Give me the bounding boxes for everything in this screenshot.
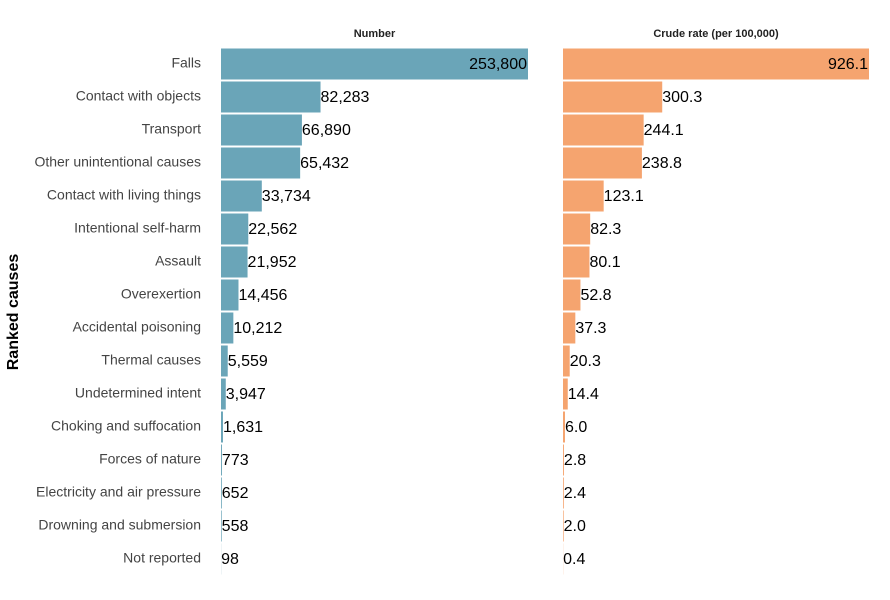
category-label: Forces of nature <box>99 451 201 467</box>
panel-title: Crude rate (per 100,000) <box>653 28 779 40</box>
category-label: Intentional self-harm <box>74 220 201 236</box>
bar <box>221 477 222 509</box>
bar <box>221 510 222 542</box>
bar <box>563 345 570 377</box>
category-label: Electricity and air pressure <box>36 484 201 500</box>
bar <box>563 411 565 443</box>
category-label: Contact with objects <box>76 88 201 104</box>
category-label: Transport <box>142 121 202 137</box>
value-label: 123.1 <box>604 188 644 205</box>
value-label: 22,562 <box>248 221 297 238</box>
value-label: 6.0 <box>565 419 587 436</box>
value-label: 10,212 <box>233 320 282 337</box>
value-label: 244.1 <box>644 122 684 139</box>
bar <box>221 180 262 212</box>
bar <box>221 345 228 377</box>
category-label: Choking and suffocation <box>51 418 201 434</box>
category-label: Other unintentional causes <box>34 154 201 170</box>
value-label: 300.3 <box>662 89 702 106</box>
bar <box>563 510 564 542</box>
value-label: 33,734 <box>262 188 311 205</box>
value-label: 773 <box>222 452 249 469</box>
bar <box>563 114 644 146</box>
bar <box>563 444 564 476</box>
value-label: 82.3 <box>590 221 621 238</box>
value-label: 65,432 <box>300 155 349 172</box>
bar <box>563 477 564 509</box>
bar <box>221 378 226 410</box>
category-label: Drowning and submersion <box>38 517 201 533</box>
bar <box>563 147 642 179</box>
category-label: Overexertion <box>121 286 201 302</box>
bar <box>221 444 222 476</box>
value-label: 14.4 <box>568 386 599 403</box>
value-label: 21,952 <box>248 254 297 271</box>
value-label: 20.3 <box>570 353 601 370</box>
value-label: 652 <box>222 485 249 502</box>
value-label: 80.1 <box>589 254 620 271</box>
value-label: 5,559 <box>228 353 268 370</box>
bar <box>563 378 568 410</box>
bar <box>563 213 591 245</box>
value-label: 52.8 <box>580 287 611 304</box>
value-label: 2.4 <box>564 485 586 502</box>
value-label: 1,631 <box>223 419 263 436</box>
value-label: 37.3 <box>575 320 606 337</box>
value-label: 2.8 <box>564 452 586 469</box>
bar <box>221 147 301 179</box>
category-label: Contact with living things <box>47 187 201 203</box>
value-label: 82,283 <box>321 89 370 106</box>
bar <box>563 279 581 311</box>
category-label: Assault <box>155 253 201 269</box>
bar <box>221 246 248 278</box>
bar <box>221 48 528 80</box>
value-label: 66,890 <box>302 122 351 139</box>
bar <box>563 246 590 278</box>
value-label: 3,947 <box>226 386 266 403</box>
panel-title: Number <box>354 28 396 40</box>
bar <box>221 213 249 245</box>
bar <box>221 279 239 311</box>
value-label: 253,800 <box>469 56 527 73</box>
value-label: 2.0 <box>564 518 586 535</box>
bar <box>221 411 223 443</box>
bar <box>221 114 302 146</box>
value-label: 238.8 <box>642 155 682 172</box>
bar <box>221 81 321 113</box>
value-label: 558 <box>222 518 249 535</box>
bar <box>221 312 234 344</box>
category-label: Falls <box>171 55 201 71</box>
y-axis-label: Ranked causes <box>5 254 22 371</box>
value-label: 98 <box>221 551 239 568</box>
category-label: Not reported <box>123 550 201 566</box>
bar <box>563 81 663 113</box>
value-label: 926.1 <box>828 56 868 73</box>
category-label: Accidental poisoning <box>73 319 201 335</box>
category-label: Thermal causes <box>101 352 201 368</box>
value-label: 0.4 <box>563 551 585 568</box>
bar <box>563 48 869 80</box>
value-label: 14,456 <box>238 287 287 304</box>
category-label: Undetermined intent <box>75 385 201 401</box>
bar <box>563 180 604 212</box>
bar <box>563 312 576 344</box>
